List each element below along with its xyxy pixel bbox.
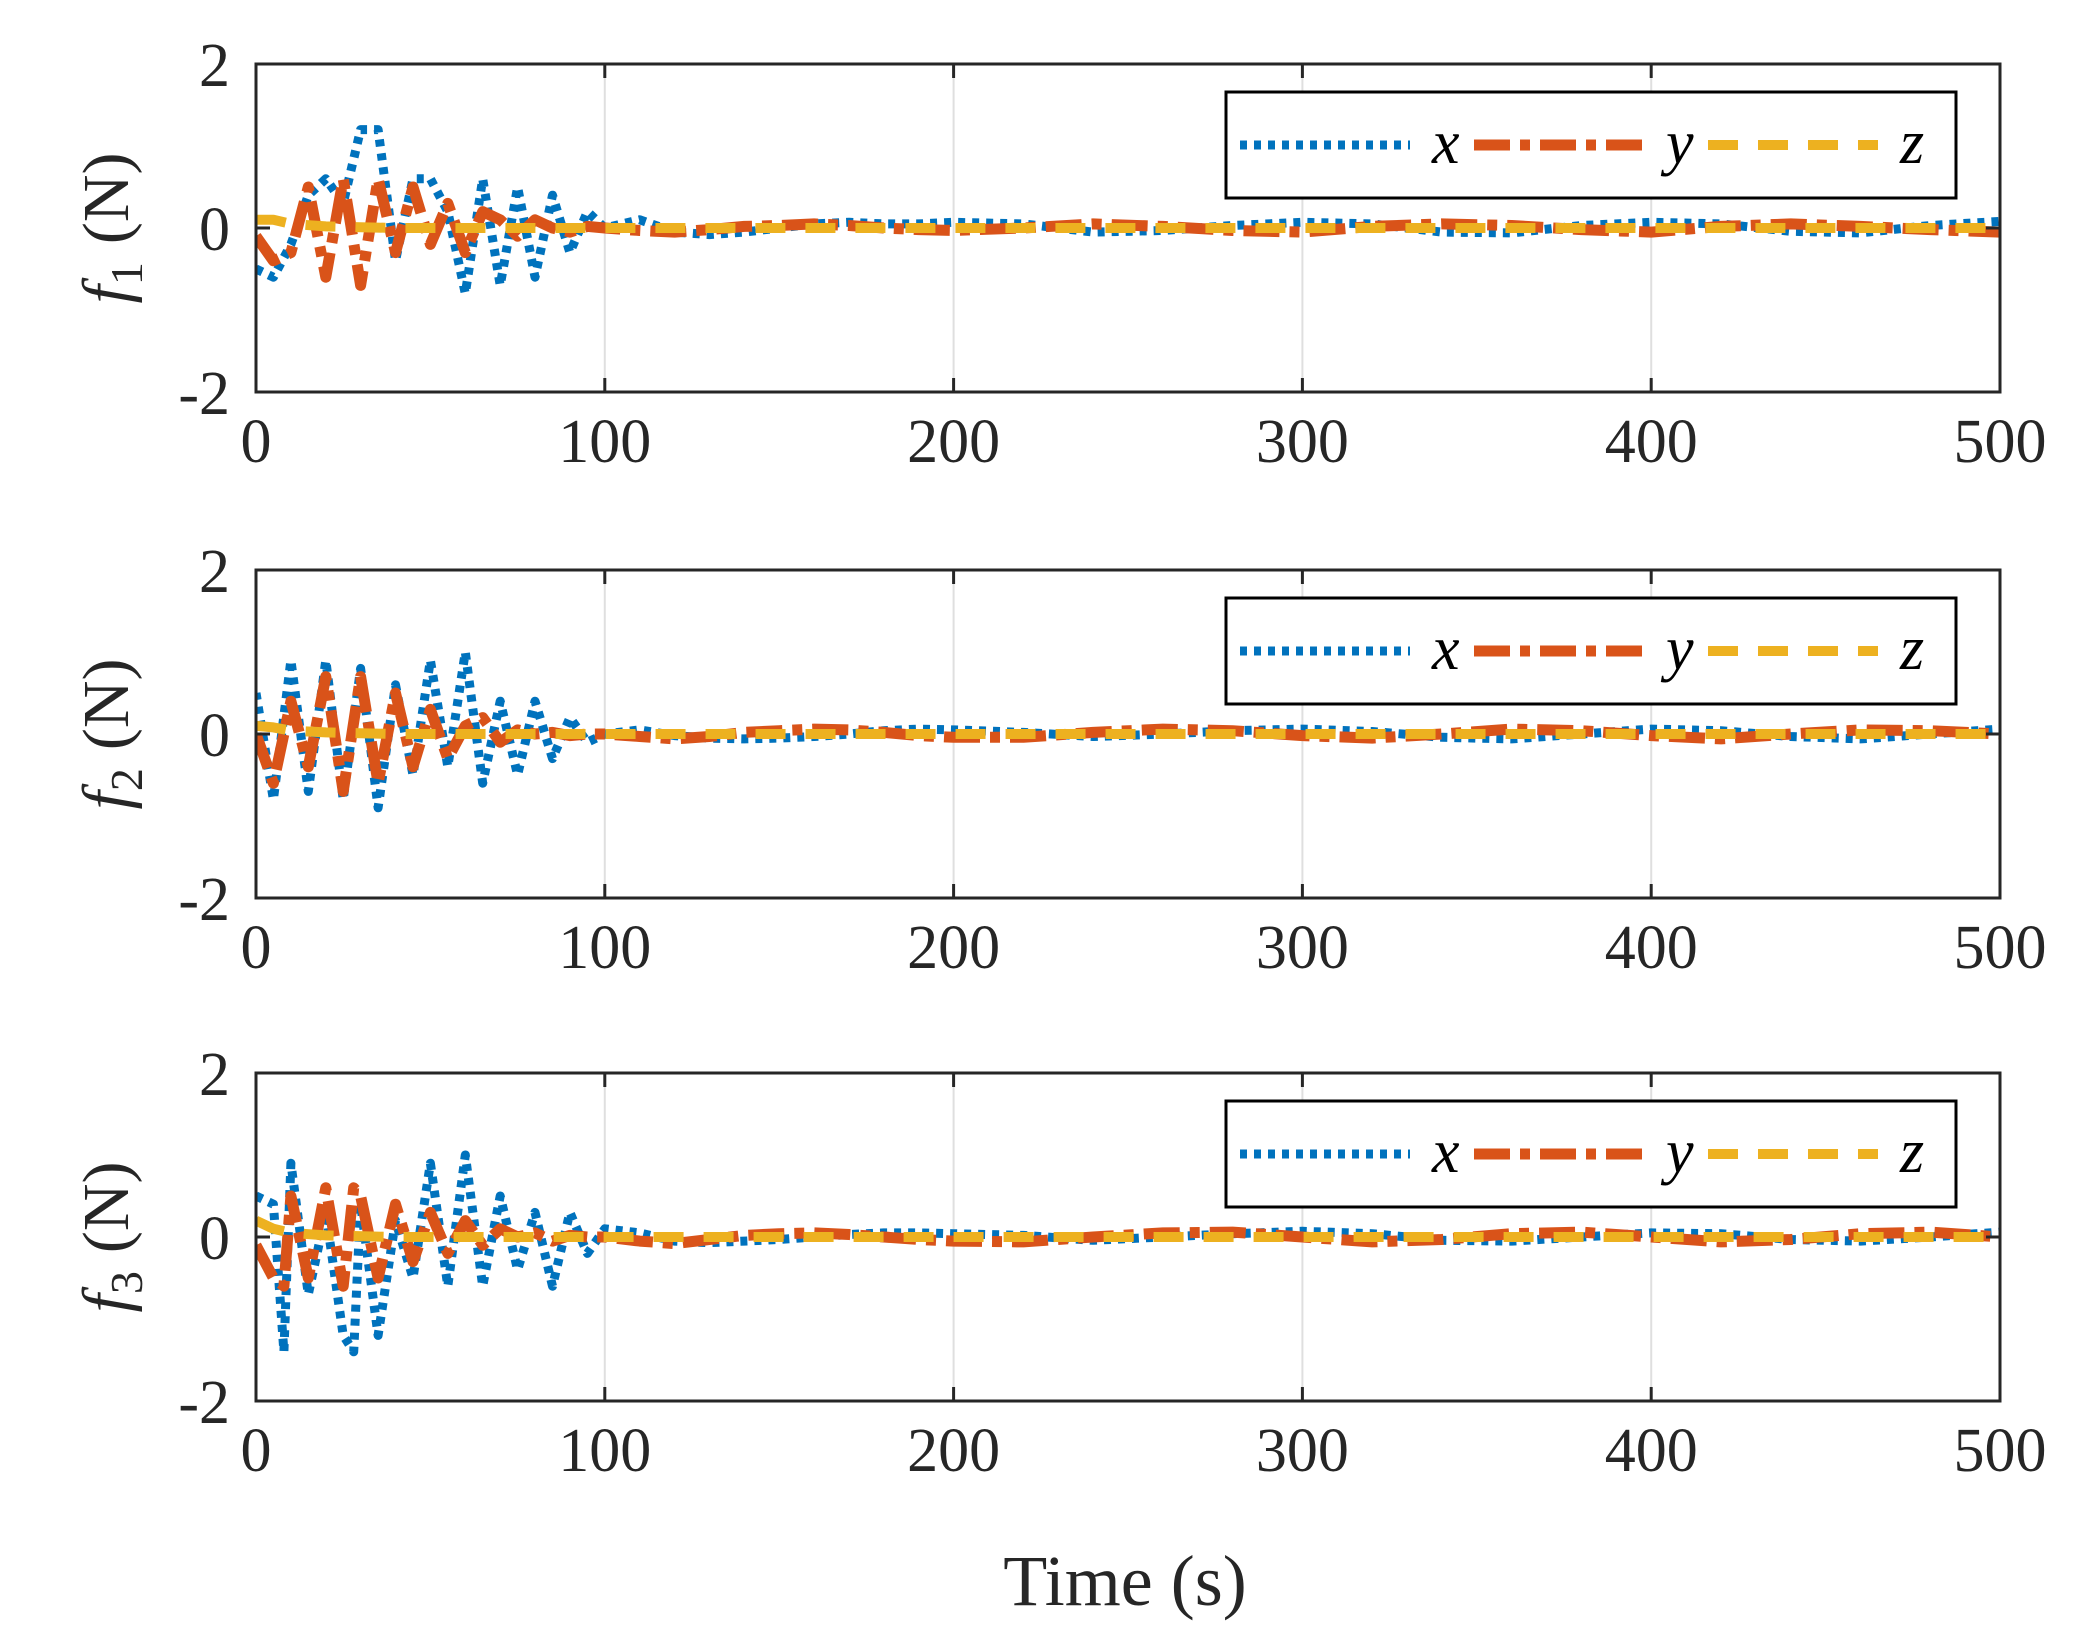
legend-label-z: z	[1899, 1118, 1924, 1186]
y-label-subscript: 1	[101, 262, 152, 285]
y-tick-label: -2	[178, 1369, 230, 1437]
x-tick-label: 400	[1605, 914, 1698, 982]
y-label-unit: (N)	[70, 153, 143, 245]
x-tick-label: 0	[241, 408, 272, 476]
legend: x y z	[1224, 1099, 1958, 1209]
legend-label-x: x	[1431, 109, 1460, 177]
y-tick-label: 2	[199, 538, 230, 606]
y-label-subscript: 2	[101, 768, 152, 791]
series-line-z	[256, 1216, 2000, 1242]
y-tick-label: 0	[199, 196, 230, 264]
y-tick-label: -2	[178, 360, 230, 428]
legend-label-y: y	[1660, 109, 1694, 177]
x-tick-label: 0	[241, 914, 272, 982]
y-tick-label: 0	[199, 1205, 230, 1273]
legend-label-y: y	[1660, 1118, 1694, 1186]
x-tick-label: 0	[241, 1417, 272, 1485]
x-tick-label: 300	[1256, 408, 1349, 476]
y-label-unit: (N)	[70, 659, 143, 751]
legend-label-z: z	[1899, 615, 1924, 683]
x-tick-label: 300	[1256, 1417, 1349, 1485]
x-axis-label: Time (s)	[1003, 1541, 1246, 1621]
x-tick-label: 100	[558, 408, 651, 476]
x-tick-label: 200	[907, 914, 1000, 982]
y-axis-label: f1(N)	[70, 153, 152, 304]
series-line-y	[256, 1182, 2000, 1292]
x-tick-label: 200	[907, 1417, 1000, 1485]
y-tick-label: 2	[199, 32, 230, 100]
x-tick-label: 500	[1954, 1417, 2047, 1485]
series-line-z	[256, 720, 2000, 739]
series-group	[256, 125, 2000, 299]
x-tick-label: 400	[1605, 408, 1698, 476]
legend: x y z	[1224, 596, 1958, 706]
legend: x y z	[1224, 90, 1958, 200]
series-group	[256, 647, 2000, 813]
x-tick-label: 300	[1256, 914, 1349, 982]
legend-label-x: x	[1431, 615, 1460, 683]
x-tick-label: 200	[907, 408, 1000, 476]
legend-label-z: z	[1899, 109, 1924, 177]
x-tick-label: 100	[558, 914, 651, 982]
y-axis-label: f3(N)	[70, 1162, 152, 1313]
x-tick-label: 500	[1954, 914, 2047, 982]
x-tick-label: 400	[1605, 1417, 1698, 1485]
y-axis-label: f2(N)	[70, 659, 152, 810]
legend-label-x: x	[1431, 1118, 1460, 1186]
series-group	[256, 1150, 2000, 1357]
x-tick-label: 500	[1954, 408, 2047, 476]
x-tick-label: 100	[558, 1417, 651, 1485]
y-tick-label: -2	[178, 866, 230, 934]
legend-label-y: y	[1660, 615, 1694, 683]
y-tick-label: 2	[199, 1041, 230, 1109]
y-label-subscript: 3	[101, 1271, 152, 1294]
series-line-z	[256, 214, 2000, 233]
y-label-unit: (N)	[70, 1162, 143, 1254]
y-tick-label: 0	[199, 702, 230, 770]
